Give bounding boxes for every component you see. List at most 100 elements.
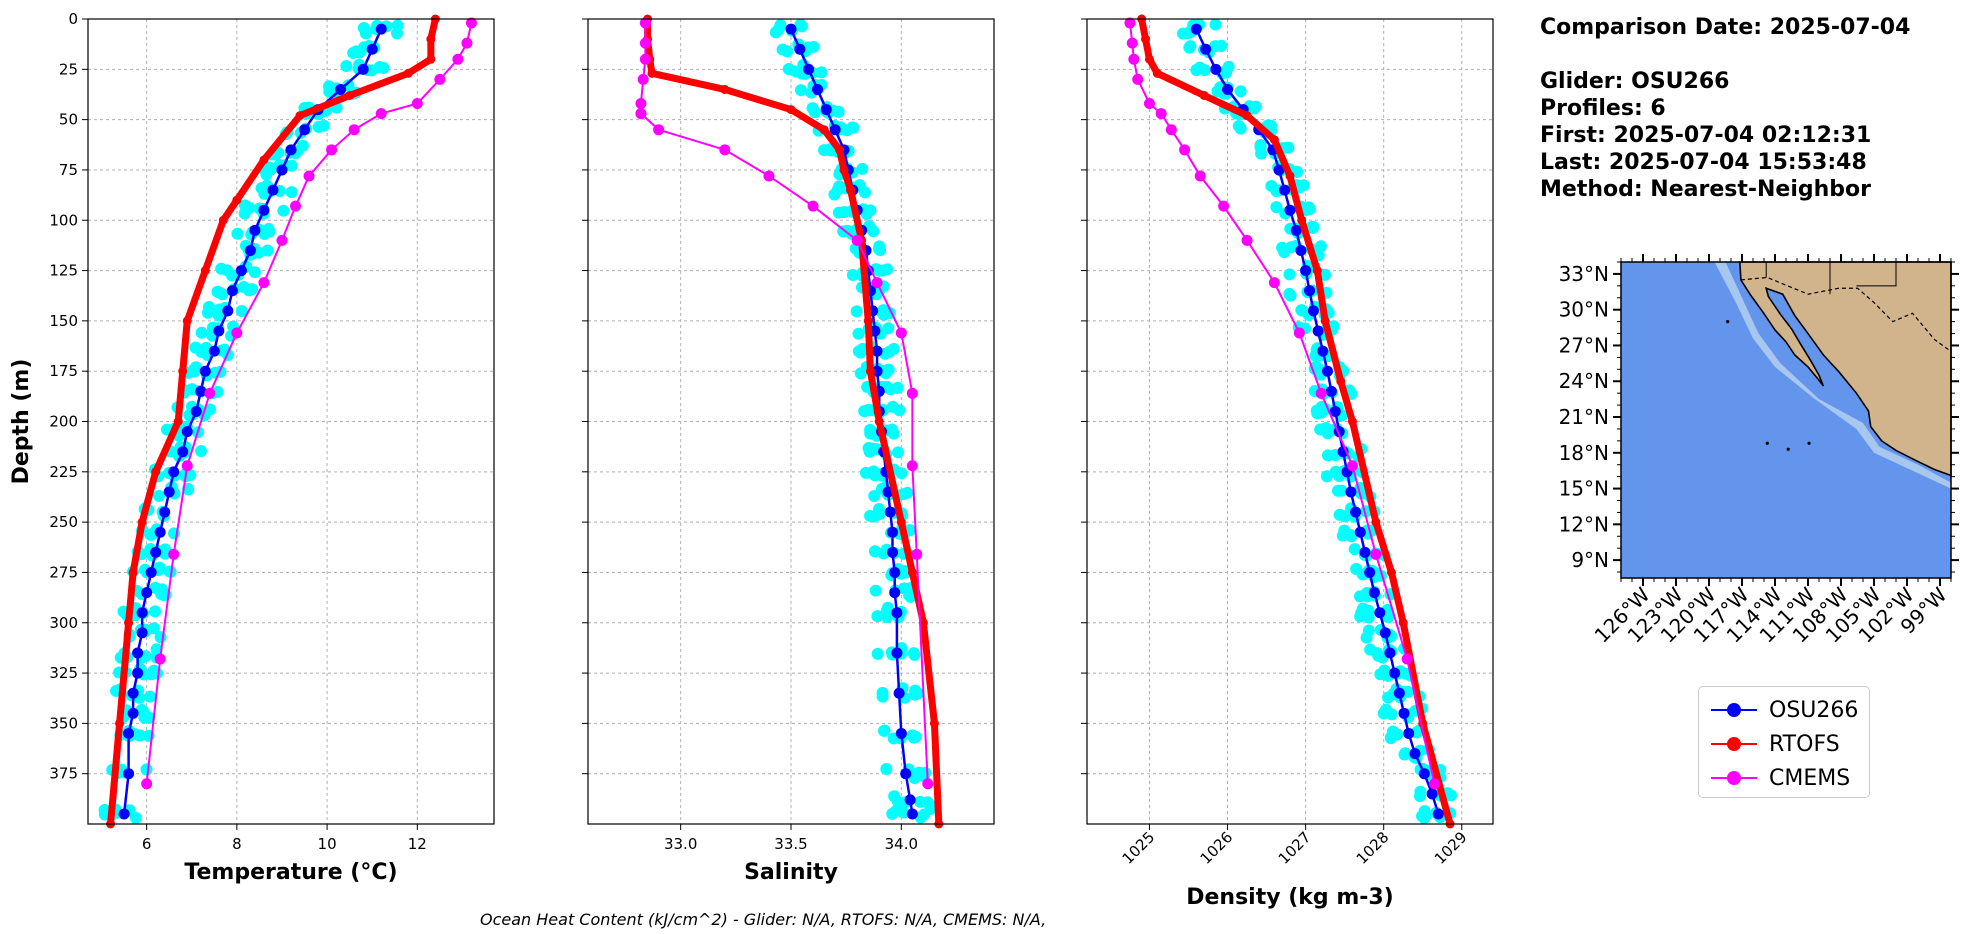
series-line-rtofs — [107, 18, 439, 825]
glider-spread-point — [871, 610, 884, 623]
data-point-osu266 — [208, 345, 220, 357]
data-point-cmems — [1428, 778, 1440, 790]
legend-label-cmems: CMEMS — [1769, 765, 1851, 791]
glider-spread-point — [1314, 240, 1327, 253]
glider-spread-point — [243, 201, 256, 214]
x-axis-label: Salinity — [744, 860, 838, 885]
data-point-osu266 — [889, 566, 901, 578]
glider-spread-point — [869, 584, 882, 597]
data-point-osu266 — [1321, 365, 1333, 377]
glider-spread-point — [838, 206, 851, 219]
glider-spread-point — [1215, 40, 1228, 53]
map-lat-label: 18°N — [1559, 441, 1609, 465]
y-tick-label: 300 — [49, 614, 78, 632]
data-point-rtofs — [863, 316, 873, 326]
glider-spread-point — [147, 622, 160, 635]
data-point-osu266 — [235, 265, 247, 277]
glider-spread-point — [895, 467, 908, 480]
legend-item-rtofs: RTOFS — [1709, 727, 1859, 761]
glider-spread-point — [188, 365, 201, 378]
data-point-cmems — [1155, 108, 1167, 120]
data-point-osu266 — [132, 667, 144, 679]
data-point-rtofs — [846, 185, 856, 195]
glider-spread-point — [871, 647, 884, 660]
glider-spread-point — [828, 188, 841, 201]
data-point-osu266 — [375, 23, 387, 35]
map-lat-label: 33°N — [1559, 262, 1609, 286]
data-point-osu266 — [1325, 385, 1337, 397]
data-point-rtofs — [1242, 111, 1252, 121]
glider-spread-point — [854, 346, 867, 359]
y-tick-label: 0 — [68, 10, 78, 28]
glider-spread-point — [1232, 120, 1245, 133]
series-line-osu266 — [1195, 28, 1440, 815]
data-point-cmems — [851, 234, 863, 246]
map-lat-label: 21°N — [1559, 405, 1609, 429]
data-point-cmems — [635, 108, 647, 120]
data-point-cmems — [1218, 200, 1230, 212]
data-point-osu266 — [1290, 224, 1302, 236]
data-point-rtofs — [1152, 68, 1162, 78]
data-point-rtofs — [929, 718, 939, 728]
data-point-osu266 — [222, 305, 234, 317]
data-point-osu266 — [335, 83, 347, 95]
glider-spread-point — [285, 186, 298, 199]
data-point-rtofs — [178, 366, 188, 376]
y-tick-label: 275 — [49, 563, 78, 581]
data-point-cmems — [1401, 653, 1413, 665]
glider-spread-point — [1284, 289, 1297, 302]
data-point-osu266 — [1273, 164, 1285, 176]
data-point-osu266 — [1350, 506, 1362, 518]
y-tick-label: 325 — [49, 664, 78, 682]
data-point-osu266 — [285, 144, 297, 156]
glider-spread-point — [260, 168, 273, 181]
data-point-rtofs — [182, 316, 192, 326]
data-point-cmems — [204, 387, 216, 399]
x-tick-label: 1026 — [1197, 828, 1237, 868]
data-point-rtofs — [720, 84, 730, 94]
data-point-osu266 — [1279, 184, 1291, 196]
data-point-osu266 — [1304, 285, 1316, 297]
first-time: First: 2025-07-04 02:12:31 — [1540, 123, 1872, 148]
x-tick-label: 33.0 — [664, 835, 697, 853]
glider-spread-point — [145, 668, 158, 681]
data-point-cmems — [465, 17, 477, 29]
y-tick-label: 175 — [49, 362, 78, 380]
glider-spread-point — [235, 304, 248, 317]
data-point-rtofs — [115, 718, 125, 728]
data-point-rtofs — [137, 517, 147, 527]
data-point-osu266 — [267, 184, 279, 196]
glider-spread-point — [258, 227, 271, 240]
data-point-osu266 — [159, 506, 171, 518]
glider-spread-point — [1350, 562, 1363, 575]
glider-spread-point — [892, 446, 905, 459]
data-point-rtofs — [786, 105, 796, 115]
data-point-rtofs — [173, 417, 183, 426]
glider-spread-point — [776, 43, 789, 56]
y-tick-label: 25 — [59, 60, 78, 78]
glider-spread-point — [1254, 141, 1267, 154]
glider-spread-point — [317, 119, 330, 132]
glider-spread-point — [862, 404, 875, 417]
data-point-rtofs — [819, 125, 829, 135]
x-tick-label: 6 — [142, 835, 152, 853]
glider-spread-point — [255, 182, 268, 195]
data-point-osu266 — [145, 566, 157, 578]
data-point-cmems — [1293, 327, 1305, 339]
glider-spread-point — [1297, 179, 1310, 192]
profiles-count: Profiles: 6 — [1540, 96, 1666, 121]
glider-spread-point — [216, 288, 229, 301]
glider-spread-point — [1319, 422, 1332, 435]
glider-name: Glider: OSU266 — [1540, 69, 1730, 94]
map-lat-label: 24°N — [1559, 369, 1609, 393]
glider-spread-point — [877, 308, 890, 321]
glider-spread-point — [1198, 64, 1211, 77]
map-lat-label: 12°N — [1559, 512, 1609, 536]
data-point-osu266 — [1384, 647, 1396, 659]
y-tick-label: 200 — [49, 413, 78, 431]
glider-spread-point — [873, 264, 886, 277]
data-point-cmems — [276, 234, 288, 246]
y-tick-label: 250 — [49, 513, 78, 531]
glider-spread-point — [140, 763, 153, 776]
data-point-rtofs — [200, 266, 210, 276]
